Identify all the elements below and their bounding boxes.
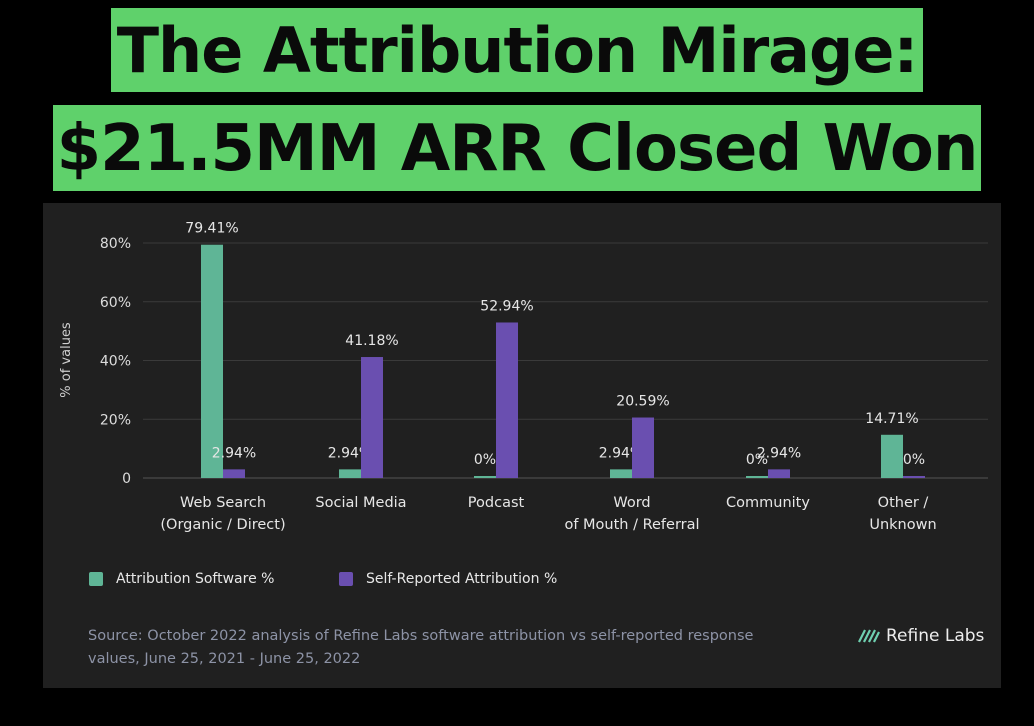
y-tick-label: 20% — [100, 412, 131, 428]
headline-line-2-text: $21.5MM ARR Closed Won — [52, 105, 982, 191]
x-category-label: Word — [613, 495, 650, 511]
headline-line-2: $21.5MM ARR Closed Won — [0, 105, 1034, 191]
brand-name: Refine Labs — [886, 626, 985, 646]
x-category-label: Community — [726, 495, 810, 511]
x-category-label: Web Search — [180, 495, 266, 511]
legend-item-self-reported: Self-Reported Attribution % — [339, 571, 557, 587]
bar-self-reported — [768, 469, 790, 478]
data-label: 41.18% — [345, 333, 398, 349]
legend-label-attribution-software: Attribution Software % — [116, 571, 275, 587]
data-label: 52.94% — [480, 298, 533, 314]
brand-logo: Refine Labs — [858, 626, 984, 646]
legend-swatch-self-reported — [339, 572, 353, 586]
bar-attribution-software — [474, 476, 496, 478]
y-axis-title: % of values — [59, 322, 74, 398]
data-label: 79.41% — [185, 221, 238, 237]
bar-attribution-software — [610, 469, 632, 478]
source-line-2: values, June 25, 2021 - June 25, 2022 — [88, 651, 361, 667]
x-category-label: (Organic / Direct) — [160, 517, 285, 533]
bar-attribution-software — [339, 469, 361, 478]
bar-attribution-software — [201, 244, 223, 478]
legend-label-self-reported: Self-Reported Attribution % — [366, 571, 558, 587]
x-category-label: Unknown — [869, 517, 936, 533]
bar-attribution-software — [881, 434, 903, 478]
bar-self-reported — [903, 476, 925, 478]
headline-line-1: The Attribution Mirage: — [0, 8, 1034, 92]
legend-item-attribution-software: Attribution Software % — [89, 571, 274, 587]
y-tick-label: 0 — [122, 471, 131, 487]
data-label: 2.94% — [212, 445, 256, 461]
data-label: 2.94% — [757, 445, 801, 461]
y-tick-label: 80% — [100, 236, 131, 252]
data-label: 0% — [746, 452, 768, 468]
x-category-label: Social Media — [315, 495, 406, 511]
bar-self-reported — [223, 469, 245, 478]
y-tick-label: 40% — [100, 354, 131, 370]
x-category-label: Other / — [878, 495, 929, 511]
refine-labs-logo-icon — [858, 629, 880, 643]
bar-self-reported — [361, 357, 383, 478]
x-category-label: of Mouth / Referral — [564, 517, 699, 533]
data-label: 0% — [474, 452, 496, 468]
source-note: Source: October 2022 analysis of Refine … — [88, 625, 808, 671]
data-label: 0% — [903, 452, 925, 468]
chart-panel: % of values 0 20% 40% 60% 80% 79.41% 2.94% 0% 2.9… — [43, 203, 1001, 688]
data-label: 14.71% — [865, 411, 918, 427]
bar-self-reported — [632, 417, 654, 478]
legend-swatch-attribution-software — [89, 572, 103, 586]
source-line-1: Source: October 2022 analysis of Refine … — [88, 628, 754, 644]
bar-attribution-software — [746, 476, 768, 478]
headline-line-1-text: The Attribution Mirage: — [110, 8, 924, 92]
data-label: 20.59% — [616, 394, 669, 410]
bar-self-reported — [496, 322, 518, 478]
x-category-label: Podcast — [468, 495, 525, 511]
y-tick-label: 60% — [100, 295, 131, 311]
